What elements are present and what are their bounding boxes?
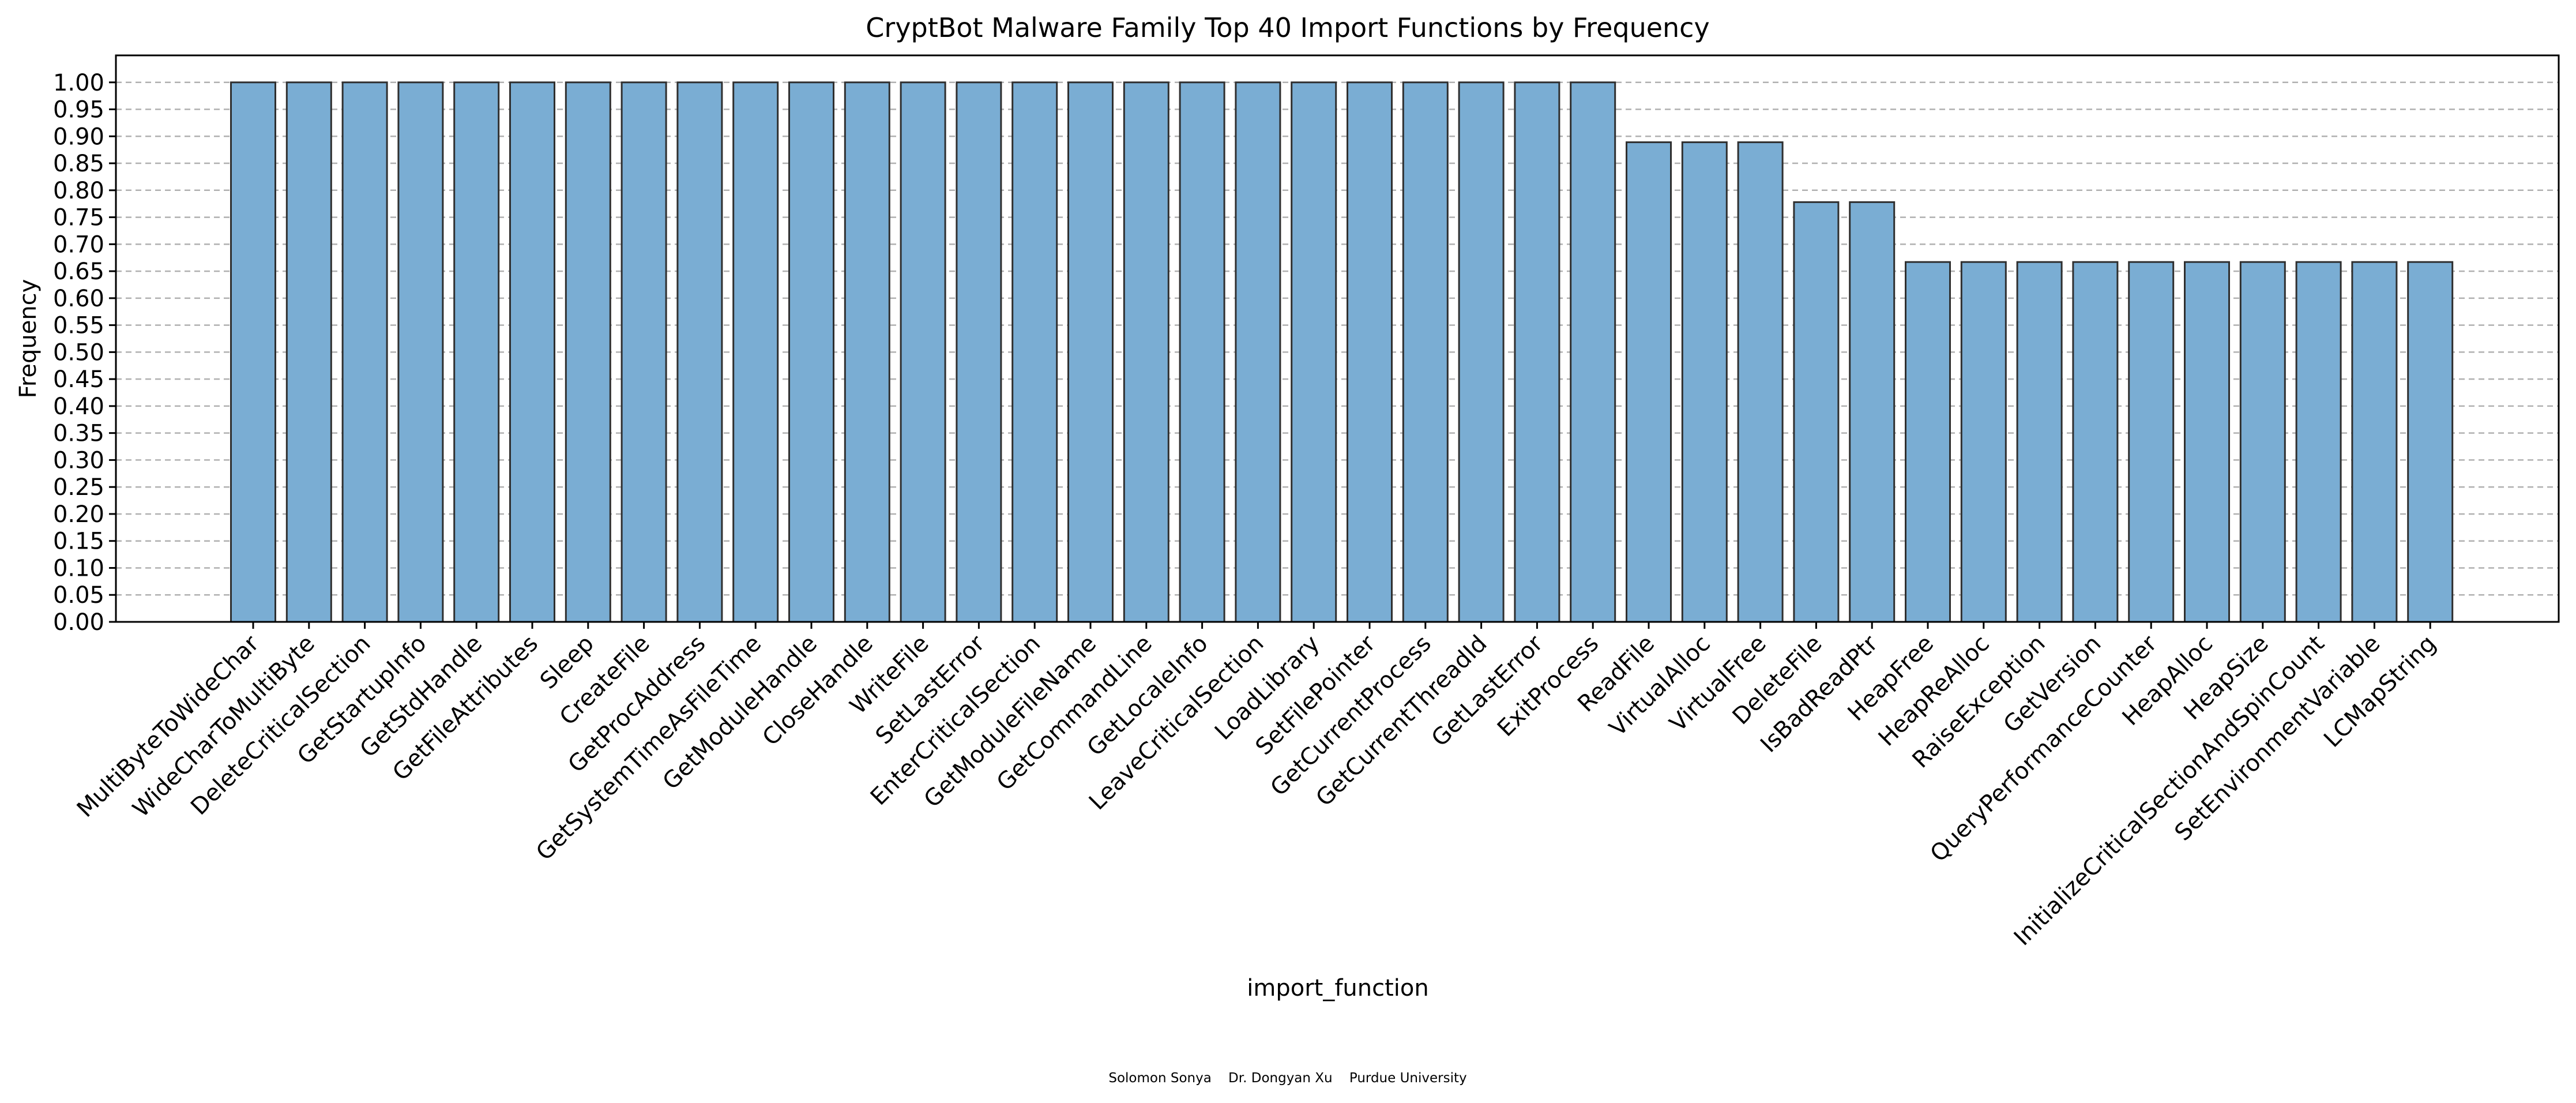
y-tick-label: 0.90 bbox=[53, 123, 104, 150]
bar bbox=[2016, 261, 2063, 623]
bar bbox=[1235, 81, 1281, 623]
y-tick-label: 0.10 bbox=[53, 555, 104, 581]
bar bbox=[2072, 261, 2119, 623]
y-tick-label: 0.00 bbox=[53, 609, 104, 636]
bar bbox=[2184, 261, 2230, 623]
bar bbox=[1737, 141, 1784, 623]
bar bbox=[844, 81, 890, 623]
y-tick-label: 0.35 bbox=[53, 421, 104, 447]
bar bbox=[509, 81, 555, 623]
y-tick-label: 0.40 bbox=[53, 393, 104, 420]
bar bbox=[2128, 261, 2175, 623]
bar bbox=[397, 81, 444, 623]
y-tick-label: 0.30 bbox=[53, 447, 104, 474]
y-tick-label: 0.65 bbox=[53, 258, 104, 285]
bar bbox=[1347, 81, 1393, 623]
y-tick-label: 0.80 bbox=[53, 178, 104, 204]
bar bbox=[230, 81, 276, 623]
bar bbox=[1402, 81, 1449, 623]
bar bbox=[1067, 81, 1114, 623]
y-tick-label: 1.00 bbox=[53, 70, 104, 96]
bar bbox=[2351, 261, 2398, 623]
bars bbox=[230, 81, 2454, 623]
y-tick-label: 0.60 bbox=[53, 286, 104, 312]
footer-credits: Solomon Sonya Dr. Dongyan Xu Purdue Univ… bbox=[1108, 1071, 1466, 1086]
y-tick-label: 0.95 bbox=[53, 97, 104, 123]
y-tick-label: 0.25 bbox=[53, 474, 104, 501]
bar bbox=[1514, 81, 1560, 623]
y-axis: 0.000.050.100.150.200.250.300.350.400.45… bbox=[53, 70, 116, 636]
x-axis-label: import_function bbox=[1247, 975, 1428, 1001]
bar bbox=[1626, 141, 1672, 623]
bar bbox=[1570, 81, 1616, 623]
bar bbox=[565, 81, 611, 623]
y-tick-label: 0.20 bbox=[53, 501, 104, 528]
bar bbox=[1905, 261, 1951, 623]
bar bbox=[1793, 201, 1840, 623]
bar bbox=[621, 81, 667, 623]
bar bbox=[1849, 201, 1896, 623]
bar bbox=[676, 81, 723, 623]
y-tick-label: 0.05 bbox=[53, 582, 104, 609]
bar bbox=[285, 81, 332, 623]
y-tick-label: 0.70 bbox=[53, 231, 104, 258]
bar bbox=[1179, 81, 1225, 623]
bar bbox=[2407, 261, 2454, 623]
bar bbox=[732, 81, 779, 623]
bar bbox=[341, 81, 388, 623]
bar bbox=[1011, 81, 1058, 623]
y-tick-label: 0.15 bbox=[53, 528, 104, 555]
x-axis: MultiByteToWideCharWideCharToMultiByteDe… bbox=[72, 622, 2441, 951]
bar bbox=[1291, 81, 1337, 623]
bar bbox=[956, 81, 1002, 623]
y-tick-label: 0.45 bbox=[53, 366, 104, 393]
y-axis-label: Frequency bbox=[15, 279, 42, 399]
bar bbox=[900, 81, 946, 623]
y-tick-label: 0.75 bbox=[53, 205, 104, 231]
bar bbox=[1960, 261, 2007, 623]
y-tick-label: 0.85 bbox=[53, 151, 104, 177]
y-tick-label: 0.55 bbox=[53, 313, 104, 339]
bar bbox=[788, 81, 834, 623]
chart-title: CryptBot Malware Family Top 40 Import Fu… bbox=[866, 12, 1709, 43]
bar bbox=[1458, 81, 1505, 623]
bar bbox=[1123, 81, 1169, 623]
bar bbox=[2295, 261, 2342, 623]
y-tick-label: 0.50 bbox=[53, 339, 104, 366]
bar bbox=[1681, 141, 1728, 623]
bar bbox=[453, 81, 500, 623]
bar bbox=[2239, 261, 2286, 623]
plot-frame bbox=[115, 54, 2560, 623]
